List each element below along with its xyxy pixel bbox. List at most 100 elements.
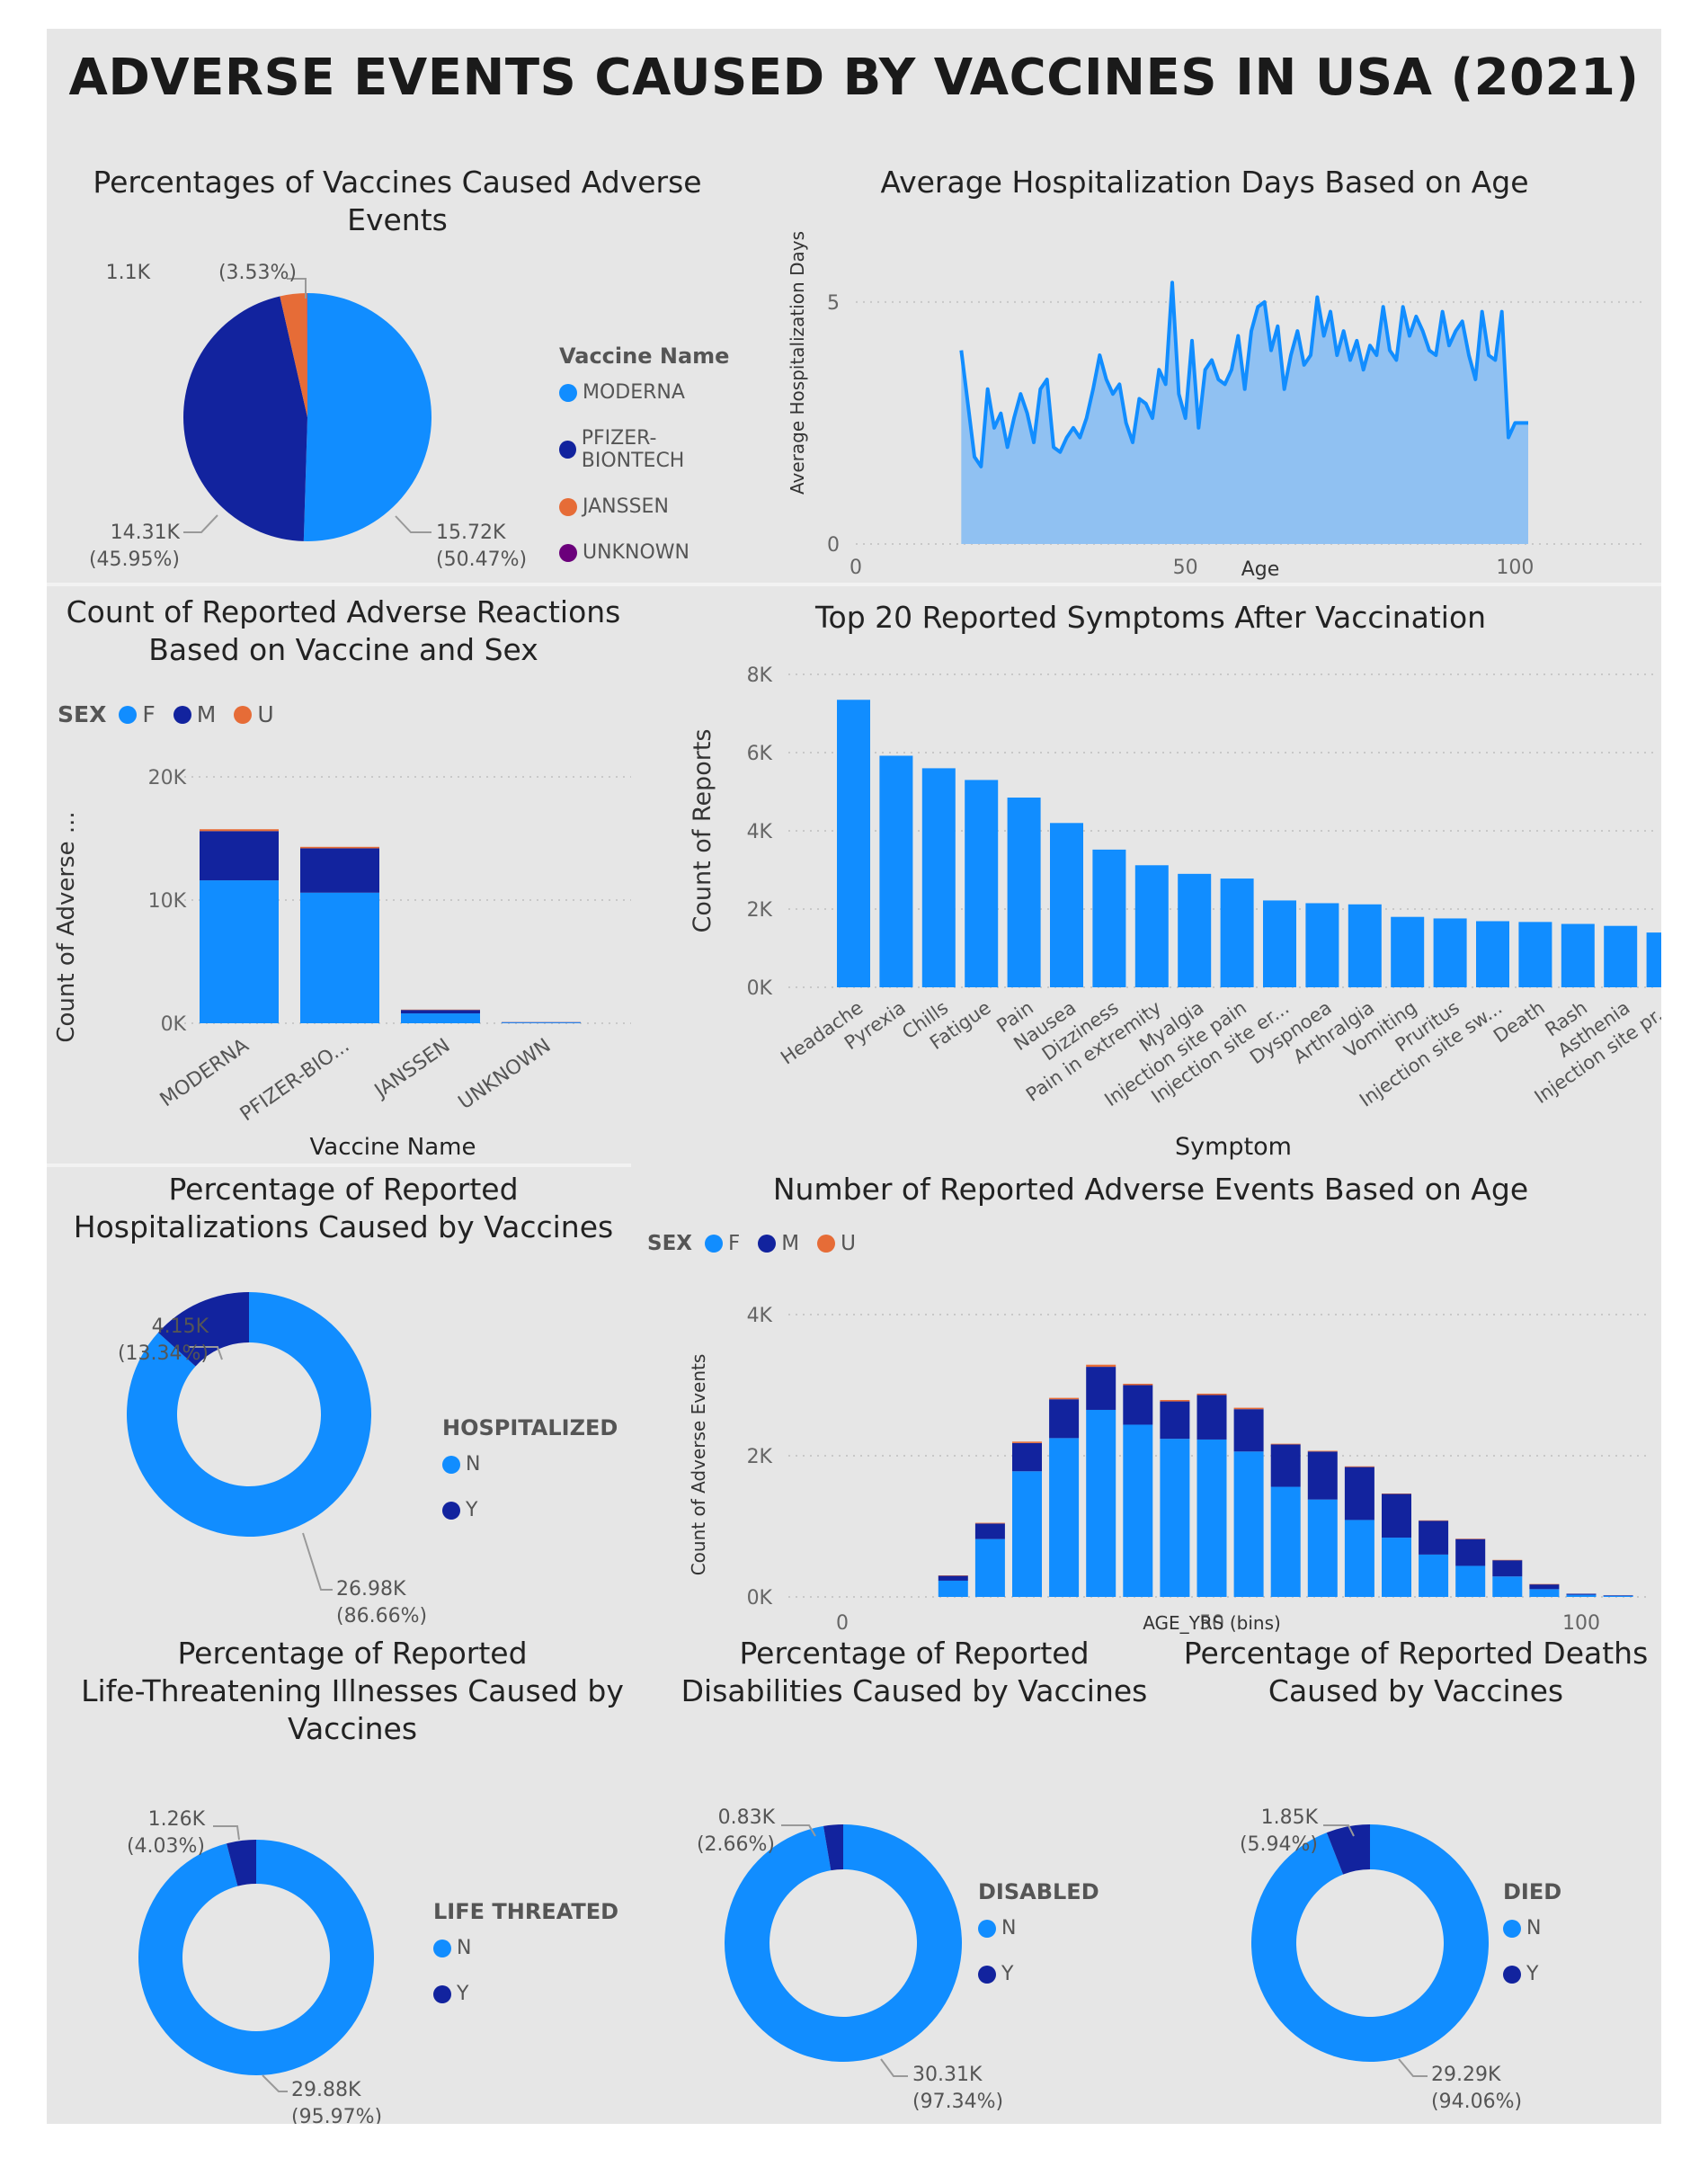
vaccine-pie-chart: 15.72K (50.47%) 14.31K (45.95%) 1.1K (3.53%) — [89, 262, 527, 571]
legend-item-moderna[interactable]: MODERNA — [559, 381, 748, 404]
y-tick-label: 0K — [747, 1587, 773, 1610]
bar-u — [1160, 1399, 1190, 1402]
y-tick-label: 6K — [747, 743, 773, 765]
label-leader-line — [395, 515, 431, 533]
slice-moderna — [303, 293, 431, 541]
slice-n — [725, 1824, 962, 2062]
legend-item-janssen[interactable]: JANSSEN — [559, 495, 748, 518]
bar-u — [1196, 1393, 1227, 1396]
x-axis-label: Symptom — [1175, 1133, 1292, 1161]
slice-pct-label: (50.47%) — [436, 548, 527, 571]
slice-value-label: 15.72K — [436, 522, 506, 544]
bar-u — [938, 1575, 968, 1576]
died-donut-chart: 29.29K (94.06%) 1.85K (5.94%) — [1240, 1806, 1522, 2113]
legend-title: SEX — [647, 1232, 693, 1255]
bar-m — [1529, 1583, 1560, 1590]
bar-m — [1492, 1560, 1523, 1577]
bar-f — [1382, 1538, 1411, 1597]
legend-item-unknown[interactable]: UNKNOWN — [559, 541, 748, 564]
disabled-donut-panel: Percentage of Reported Disabilities Cause… — [658, 1635, 1170, 2124]
bar — [1561, 923, 1595, 987]
bar-f — [1233, 1451, 1264, 1597]
x-tick-label: 0 — [850, 557, 862, 579]
life-donut-title: Percentage of Reported Life-Threatening I… — [81, 1636, 624, 1746]
bar-f — [1049, 1438, 1080, 1597]
legend-item-f[interactable]: F — [119, 701, 156, 727]
bar — [1604, 925, 1638, 987]
label-leader-line — [781, 1824, 816, 1837]
bar-u — [1123, 1383, 1153, 1386]
bar — [1646, 932, 1661, 987]
hosp-donut-panel: Percentage of Reported Hospitalizations C… — [47, 1167, 640, 1635]
legend-dot — [442, 1501, 460, 1520]
hosp-donut-title: Percentage of Reported Hospitalizations C… — [73, 1172, 614, 1244]
bar — [879, 755, 913, 987]
legend-item-n[interactable]: N — [1503, 1917, 1561, 1940]
y-tick-label: 0K — [161, 1013, 187, 1036]
legend-item-pfizer-biontech[interactable]: PFIZER-BIONTECH — [559, 427, 748, 472]
legend-item-y[interactable]: Y — [1503, 1963, 1561, 1985]
age-legend: SEX F M U — [647, 1232, 868, 1255]
legend-label: UNKNOWN — [583, 541, 689, 564]
bar — [1220, 878, 1254, 987]
bar-m — [1419, 1520, 1449, 1555]
legend-label: Y — [466, 1499, 478, 1521]
bar-m — [1160, 1401, 1190, 1440]
legend-item-u[interactable]: U — [234, 701, 274, 727]
page-title: ADVERSE EVENTS CAUSED BY VACCINES IN USA… — [68, 49, 1640, 107]
slice-y — [823, 1824, 843, 1871]
slice-value-label: 1.85K — [1261, 1806, 1319, 1829]
bar-u — [1012, 1441, 1042, 1443]
legend-item-y[interactable]: Y — [978, 1963, 1099, 1985]
y-axis-label: Average Hospitalization Days — [787, 231, 808, 495]
bar-f — [1086, 1409, 1116, 1597]
y-tick-label: 0 — [827, 534, 840, 557]
legend-label: N — [457, 1937, 472, 1959]
bar-m — [1603, 1595, 1633, 1596]
legend-item-y[interactable]: Y — [433, 1983, 618, 2005]
legend-item-n[interactable]: N — [978, 1917, 1099, 1940]
bar — [837, 700, 870, 987]
legend-item-f[interactable]: F — [705, 1232, 740, 1255]
y-tick-label: 5 — [827, 292, 840, 315]
slice-pct-label: (97.34%) — [912, 2091, 1003, 2113]
bar-u — [1086, 1364, 1116, 1368]
legend-item-m[interactable]: M — [758, 1232, 799, 1255]
bar-u — [200, 829, 279, 832]
bar — [965, 780, 999, 987]
label-leader-line — [262, 2074, 288, 2092]
bar-m — [1123, 1385, 1153, 1425]
x-tick-label: 100 — [1562, 1612, 1600, 1635]
slice-pct-label: (45.95%) — [89, 548, 180, 571]
legend-item-n[interactable]: N — [433, 1937, 618, 1959]
bar-m — [1196, 1395, 1227, 1440]
vaccine-pie-panel: Percentages of Vaccines Caused Adverse Ev… — [47, 164, 748, 577]
symptoms-title: Top 20 Reported Symptoms After Vaccinati… — [814, 600, 1487, 635]
bar-m — [1086, 1367, 1116, 1410]
y-tick-label: 2K — [747, 899, 773, 922]
slice-pct-label: (5.94%) — [1240, 1833, 1318, 1856]
legend-item-n[interactable]: N — [442, 1453, 618, 1476]
label-leader-line — [287, 278, 307, 299]
slice-n — [138, 1840, 375, 2075]
slice-pfizer-biontech — [183, 296, 307, 541]
bar-m — [1307, 1451, 1338, 1500]
legend-label: Y — [1001, 1963, 1014, 1985]
hosp-days-title: Average Hospitalization Days Based on Ag… — [880, 165, 1529, 200]
area-fill — [961, 282, 1528, 544]
hosp-donut-legend: HOSPITALIZED N Y — [442, 1415, 618, 1545]
legend-item-y[interactable]: Y — [442, 1499, 618, 1521]
legend-label: U — [257, 701, 274, 727]
x-tick-label: PFIZER-BIO... — [236, 1034, 354, 1126]
legend-item-m[interactable]: M — [173, 701, 216, 727]
legend-title: Vaccine Name — [559, 343, 730, 369]
legend-dot — [559, 543, 577, 562]
label-leader-line — [189, 1346, 223, 1360]
bar-f — [401, 1013, 480, 1023]
legend-item-u[interactable]: U — [817, 1232, 856, 1255]
legend-dot — [433, 1984, 451, 2003]
legend-dot — [433, 1939, 451, 1957]
bar-f — [1492, 1576, 1523, 1597]
slice-pct-label: (4.03%) — [127, 1835, 205, 1858]
bar-f — [1196, 1439, 1227, 1597]
